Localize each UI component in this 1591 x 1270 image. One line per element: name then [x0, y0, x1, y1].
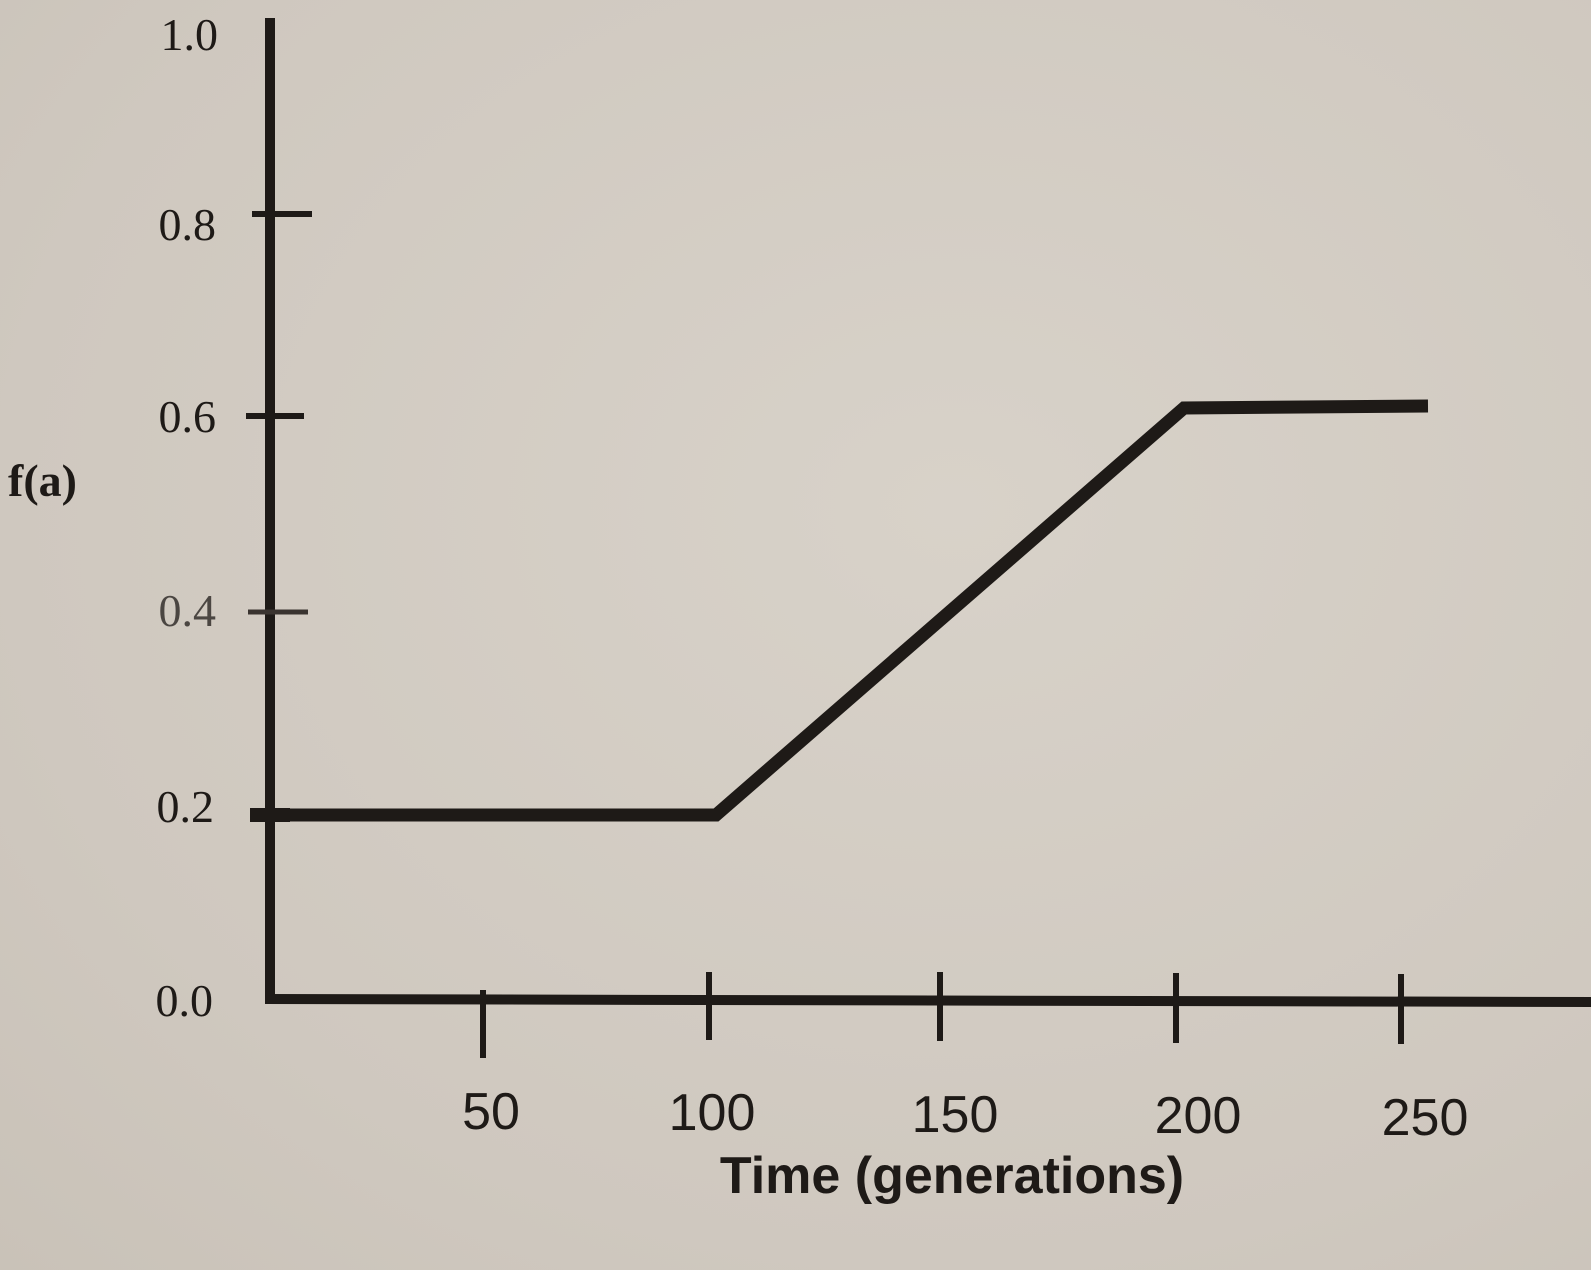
- data-line-f-a: [270, 399, 1429, 822]
- y-tick-label-0.2: 0.2: [157, 781, 215, 832]
- y-tick-label-0.4: 0.4: [159, 585, 217, 636]
- x-axis-line: [264, 994, 1591, 1007]
- y-tick-label-1.0: 1.0: [161, 9, 219, 60]
- x-tick-label-50: 50: [462, 1083, 520, 1141]
- y-tick-label-0.0: 0.0: [156, 975, 214, 1026]
- y-tick-label-0.8: 0.8: [159, 199, 217, 250]
- y-axis-title: f(a): [8, 455, 77, 506]
- x-tick-label-100: 100: [669, 1084, 756, 1142]
- x-tick-label-200: 200: [1155, 1087, 1242, 1145]
- x-tick-label-250: 250: [1382, 1089, 1469, 1147]
- x-tick-label-150: 150: [912, 1086, 999, 1144]
- y-tick-label-0.6: 0.6: [159, 391, 217, 442]
- x-axis-title: Time (generations): [720, 1147, 1184, 1205]
